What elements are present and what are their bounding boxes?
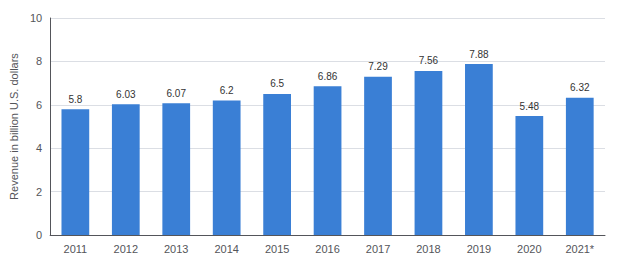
svg-text:8: 8 bbox=[36, 55, 42, 67]
svg-text:6.07: 6.07 bbox=[167, 88, 187, 99]
svg-text:5.48: 5.48 bbox=[520, 101, 540, 112]
svg-text:7.56: 7.56 bbox=[419, 55, 439, 66]
svg-text:10: 10 bbox=[30, 12, 42, 24]
svg-text:6.32: 6.32 bbox=[570, 82, 590, 93]
svg-text:2: 2 bbox=[36, 186, 42, 198]
svg-text:2012: 2012 bbox=[114, 243, 138, 255]
svg-text:2013: 2013 bbox=[164, 243, 188, 255]
svg-text:4: 4 bbox=[36, 142, 42, 154]
svg-text:2011: 2011 bbox=[64, 243, 88, 255]
svg-text:0: 0 bbox=[36, 229, 42, 241]
svg-text:2014: 2014 bbox=[214, 243, 238, 255]
svg-text:2015: 2015 bbox=[265, 243, 289, 255]
svg-text:5.8: 5.8 bbox=[68, 94, 82, 105]
svg-text:6.03: 6.03 bbox=[116, 89, 136, 100]
svg-text:2020: 2020 bbox=[517, 243, 541, 255]
svg-text:6.2: 6.2 bbox=[220, 85, 234, 96]
svg-text:6: 6 bbox=[36, 99, 42, 111]
svg-text:Revenue in billion U.S. dollar: Revenue in billion U.S. dollars bbox=[8, 53, 20, 200]
svg-text:7.88: 7.88 bbox=[469, 49, 489, 60]
svg-text:2016: 2016 bbox=[315, 243, 339, 255]
svg-text:7.29: 7.29 bbox=[368, 61, 388, 72]
svg-text:6.86: 6.86 bbox=[318, 71, 338, 82]
svg-text:2021*: 2021* bbox=[565, 243, 594, 255]
svg-text:6.5: 6.5 bbox=[270, 78, 284, 89]
svg-text:2018: 2018 bbox=[416, 243, 440, 255]
svg-text:2019: 2019 bbox=[467, 243, 491, 255]
svg-text:2017: 2017 bbox=[366, 243, 390, 255]
